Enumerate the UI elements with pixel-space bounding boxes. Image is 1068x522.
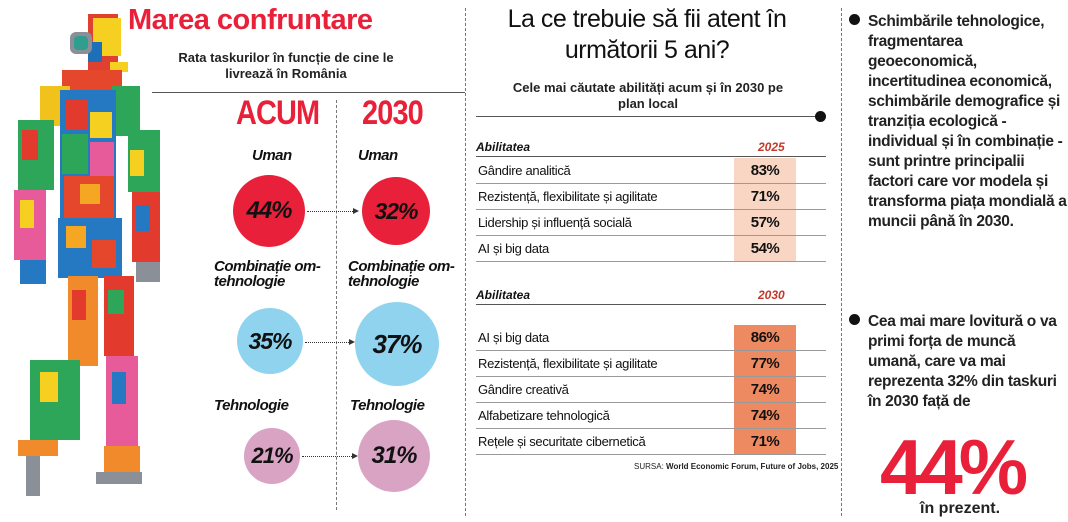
skill-value: 74% [734, 377, 796, 402]
skill-label: AI și big data [478, 241, 549, 256]
column-separator [336, 100, 337, 510]
middle-subtitle: Cele mai căutate abilități acum și în 20… [512, 80, 784, 111]
table-2030-row: Rezistență, flexibilitate și agilitate 77… [476, 351, 826, 377]
category-label-combinatie-2030: Combinație om-tehnologie [348, 258, 455, 290]
table-2025-row: Gândire analitică 83% [476, 158, 826, 184]
skill-value: 74% [734, 403, 796, 428]
table-2030-col-label: Abilitatea [476, 288, 531, 302]
table-2030-year: 2030 [758, 288, 785, 302]
skill-label: Alfabetizare tehnologică [478, 408, 610, 423]
skill-value: 54% [734, 236, 796, 261]
skill-value: 86% [734, 325, 796, 350]
bubble-uman-now-value: 44% [246, 197, 292, 224]
table-2030-header: Abilitatea 2030 [476, 288, 826, 305]
skill-value: 83% [734, 158, 796, 183]
table-2025-row: AI și big data 54% [476, 236, 826, 262]
column-header-2030: 2030 [362, 94, 424, 132]
skill-value: 71% [734, 184, 796, 209]
source-text: World Economic Forum, Future of Jobs, 20… [666, 462, 839, 471]
table-2025-year: 2025 [758, 140, 785, 154]
left-divider [152, 92, 465, 93]
table-2030-row: AI și big data 86% [476, 325, 826, 351]
middle-divider-dot [815, 111, 826, 122]
column-header-now: ACUM [236, 94, 320, 132]
skill-value: 71% [734, 429, 796, 454]
skill-label: Rezistență, flexibilitate și agilitate [478, 189, 658, 204]
skill-label: Rețele și securitate cibernetică [478, 434, 646, 449]
table-2025-header: Abilitatea 2025 [476, 140, 826, 157]
panel-separator-right [841, 8, 842, 516]
bubble-uman-2030-value: 32% [374, 197, 418, 224]
bubble-combinatie-2030: 37% [355, 302, 439, 386]
source-note: SURSA: World Economic Forum, Future of J… [634, 462, 838, 471]
category-label-uman-now: Uman [252, 147, 292, 164]
skill-label: Gândire creativă [478, 382, 569, 397]
skill-label: Lidership și influență socială [478, 215, 632, 230]
bullet-dot-1 [849, 14, 860, 25]
bubble-uman-now: 44% [233, 175, 305, 247]
skill-value: 57% [734, 210, 796, 235]
middle-divider [476, 116, 816, 117]
arrow-combinatie [305, 339, 355, 345]
table-2025-row: Rezistență, flexibilitate și agilitate 71… [476, 184, 826, 210]
table-2030-row: Rețele și securitate cibernetică 71% [476, 429, 826, 455]
right-paragraph-2: Cea mai mare lovitură o va primi forța d… [868, 313, 1057, 410]
bubble-uman-2030: 32% [362, 177, 430, 245]
bubble-combinatie-now: 35% [237, 308, 303, 374]
bubble-tehnologie-now: 21% [244, 428, 300, 484]
skill-label: AI și big data [478, 330, 549, 345]
category-label-combinatie-now: Combinație om-tehnologie [214, 258, 321, 290]
skill-label: Gândire analitică [478, 163, 571, 178]
highlight-number: 44% [880, 423, 1028, 511]
panel-separator-left [465, 8, 466, 516]
bubble-combinatie-2030-value: 37% [372, 328, 422, 359]
bullet-dot-2 [849, 314, 860, 325]
arrow-uman [307, 208, 359, 214]
table-2025-row: Lidership și influență socială 57% [476, 210, 826, 236]
source-prefix: SURSA: [634, 462, 664, 471]
right-paragraph-1: Schimbările tehnologice, fragmentarea ge… [868, 13, 1067, 230]
skill-value: 77% [734, 351, 796, 376]
bubble-combinatie-now-value: 35% [248, 327, 292, 354]
left-title: Marea confruntare [128, 4, 373, 36]
middle-title: La ce trebuie să fii atent în următorii … [507, 5, 787, 64]
left-subtitle: Rata taskurilor în funcție de cine le li… [178, 50, 394, 81]
category-label-tehnologie-2030: Tehnologie [350, 397, 425, 414]
arrow-tehnologie [302, 453, 358, 459]
bubble-tehnologie-2030-value: 31% [371, 442, 417, 469]
highlight-suffix: în prezent. [920, 500, 1001, 517]
bubble-tehnologie-now-value: 21% [251, 443, 293, 468]
table-2025-col-label: Abilitatea [476, 140, 531, 154]
category-label-tehnologie-now: Tehnologie [214, 397, 289, 414]
skill-label: Rezistență, flexibilitate și agilitate [478, 356, 658, 371]
table-2030-row: Gândire creativă 74% [476, 377, 826, 403]
robot-illustration [14, 14, 160, 496]
category-label-uman-2030: Uman [358, 147, 398, 164]
table-2030-row: Alfabetizare tehnologică 74% [476, 403, 826, 429]
bubble-tehnologie-2030: 31% [358, 420, 430, 492]
